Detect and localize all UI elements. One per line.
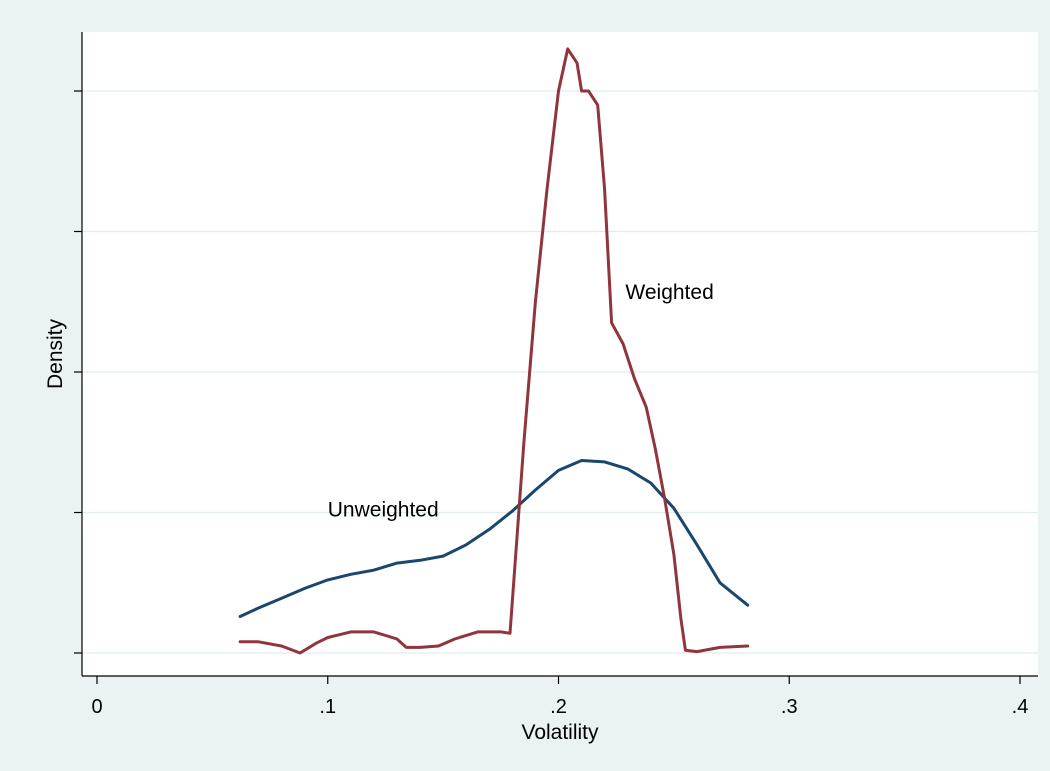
x-tick-label: .3	[781, 696, 798, 718]
plot-area	[82, 32, 1038, 676]
x-tick-label: 0	[91, 696, 102, 718]
axes	[81, 32, 1038, 677]
y-axis-ticks	[74, 90, 82, 654]
y-axis-title: Density	[44, 318, 67, 389]
gridlines	[82, 90, 1038, 654]
series-line-unweighted	[238, 459, 750, 618]
series-line-weighted	[238, 47, 750, 655]
x-tick-label: .1	[319, 696, 336, 718]
series-label-unweighted: Unweighted	[328, 499, 439, 522]
x-tick-label: .2	[550, 696, 567, 718]
x-axis-ticks: 0 .1 .2 .3 .4	[91, 676, 1028, 718]
x-axis-title: Volatility	[521, 721, 599, 744]
series-labels: Unweighted Weighted	[328, 281, 714, 522]
x-tick-label: .4	[1012, 696, 1029, 718]
series-label-weighted: Weighted	[625, 281, 713, 304]
series-lines	[238, 47, 750, 655]
